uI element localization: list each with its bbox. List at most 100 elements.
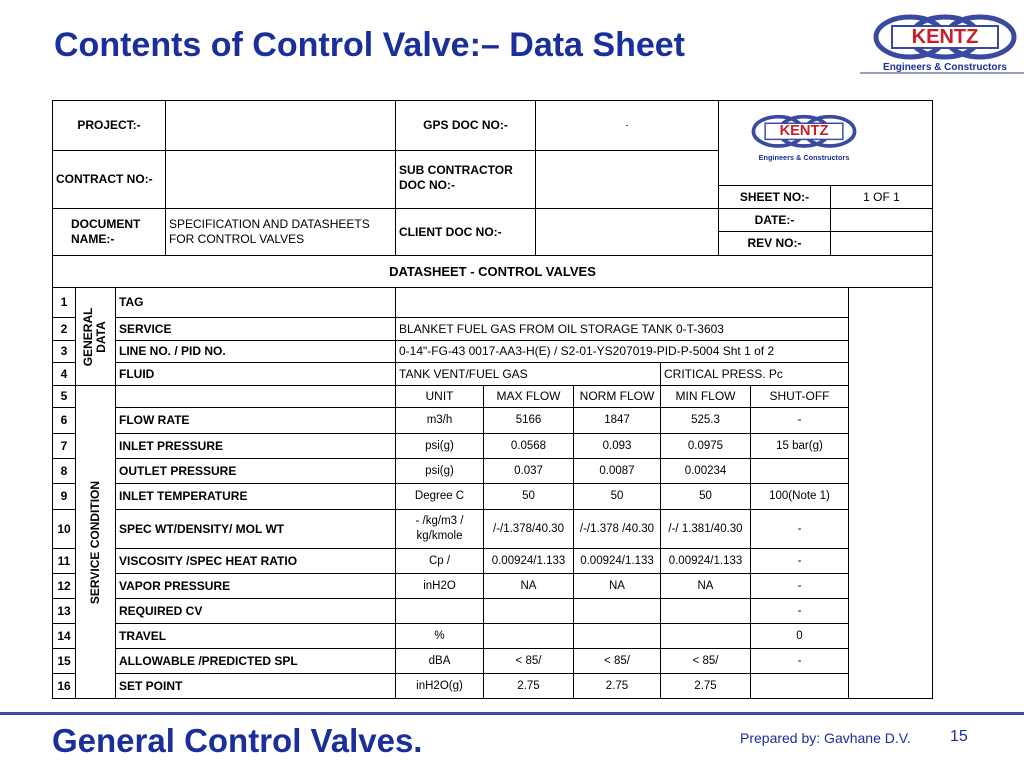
logo-tagline: Engineers & Constructors [883,62,1007,73]
cell: 10 [52,509,76,549]
cell: TAG [115,287,396,318]
rule [860,72,1024,74]
cell: 50 [573,483,661,510]
logo-tagline: Engineers & Constructors [758,152,850,162]
cell: < 85/ [483,648,574,674]
cell: NA [483,573,574,599]
cell: 9 [52,483,76,510]
logo-mark [873,14,1017,60]
cell: ALLOWABLE /PREDICTED SPL [115,648,396,674]
cell: 13 [52,598,76,624]
cell: 5 [52,385,76,408]
cell: 6 [52,407,76,434]
cell: - [750,598,849,624]
cell: LINE NO. / PID NO. [115,340,396,363]
cell: DOCUMENT NAME:- [52,208,166,256]
cell: 2.75 [573,673,661,699]
cell [535,150,719,209]
cell: psi(g) [395,458,484,484]
cell: VISCOSITY /SPEC HEAT RATIO [115,548,396,574]
cell: /-/1.378 /40.30 [573,509,661,549]
cell: GPS DOC NO:- [395,100,536,151]
cell: 0.0975 [660,433,751,459]
group-label: GENERAL DATA [81,307,109,366]
cell: REQUIRED CV [115,598,396,624]
cell: 5166 [483,407,574,434]
logo-text: KENTZ [779,123,829,139]
cell: /-/1.378/40.30 [483,509,574,549]
cell: SPECIFICATION AND DATASHEETS FOR CONTROL… [165,208,396,256]
cell: NA [573,573,661,599]
cell: SPEC WT/DENSITY/ MOL WT [115,509,396,549]
cell: 0.00924/1.133 [573,548,661,574]
logo-text: KENTZ [911,26,979,48]
cell: NA [660,573,751,599]
slide-title: Contents of Control Valve:– Data Sheet [54,26,685,64]
cell [395,598,484,624]
cell: FLUID [115,362,396,386]
cell [483,623,574,649]
cell [165,150,396,209]
cell: 50 [660,483,751,510]
cell: inH2O [395,573,484,599]
cell: SHUT-OFF [750,385,849,408]
cell: OUTLET PRESSURE [115,458,396,484]
logo: KENTZ Engineers & Constructors [749,113,859,183]
cell: 0.037 [483,458,574,484]
cell: /-/ 1.381/40.30 [660,509,751,549]
cell: SHEET NO:- [718,185,831,209]
prepared-by: Prepared by: Gavhane D.V. [740,730,911,746]
cell: - [750,509,849,549]
cell: SET POINT [115,673,396,699]
cell: CLIENT DOC NO:- [395,208,536,256]
cell: 12 [52,573,76,599]
cell: - [750,548,849,574]
cell: 7 [52,433,76,459]
cell: - [750,648,849,674]
cell: Degree C [395,483,484,510]
cell: 2.75 [660,673,751,699]
cell [660,598,751,624]
cell: SUB CONTRACTOR DOC NO:- [395,150,536,209]
cell: PROJECT:- [52,100,166,151]
cell: TANK VENT/FUEL GAS [395,362,661,386]
cell: 0-14"-FG-43 0017-AA3-H(E) / S2-01-YS2070… [395,340,849,363]
footer-rule [0,712,1024,715]
cell [115,385,396,408]
cell: 0.00924/1.133 [483,548,574,574]
cell: 2 [52,317,76,341]
cell [830,231,933,256]
cell: 16 [52,673,76,699]
cell: 11 [52,548,76,574]
cell: 100(Note 1) [750,483,849,510]
cell: 15 bar(g) [750,433,849,459]
cell: GENERAL DATA [75,287,116,386]
cell: - [535,100,719,151]
cell [483,598,574,624]
cell: FLOW RATE [115,407,396,434]
cell: 50 [483,483,574,510]
cell: CRITICAL PRESS. Pc [660,362,849,386]
cell [660,623,751,649]
cell: TRAVEL [115,623,396,649]
cell: 0.0568 [483,433,574,459]
cell: UNIT [395,385,484,408]
cell [573,598,661,624]
cell: INLET PRESSURE [115,433,396,459]
cell: KENTZ Engineers & Constructors [718,100,933,186]
cell: CONTRACT NO:- [52,150,166,209]
cell [535,208,719,256]
cell: Cp / [395,548,484,574]
cell: REV NO:- [718,231,831,256]
cell: INLET TEMPERATURE [115,483,396,510]
cell [750,458,849,484]
cell: 1 [52,287,76,318]
cell: DATE:- [718,208,831,232]
cell: - /kg/m3 / kg/kmole [395,509,484,549]
cell: 15 [52,648,76,674]
cell: 0.0087 [573,458,661,484]
cell [165,100,396,151]
cell: NORM FLOW [573,385,661,408]
cell: 525.3 [660,407,751,434]
